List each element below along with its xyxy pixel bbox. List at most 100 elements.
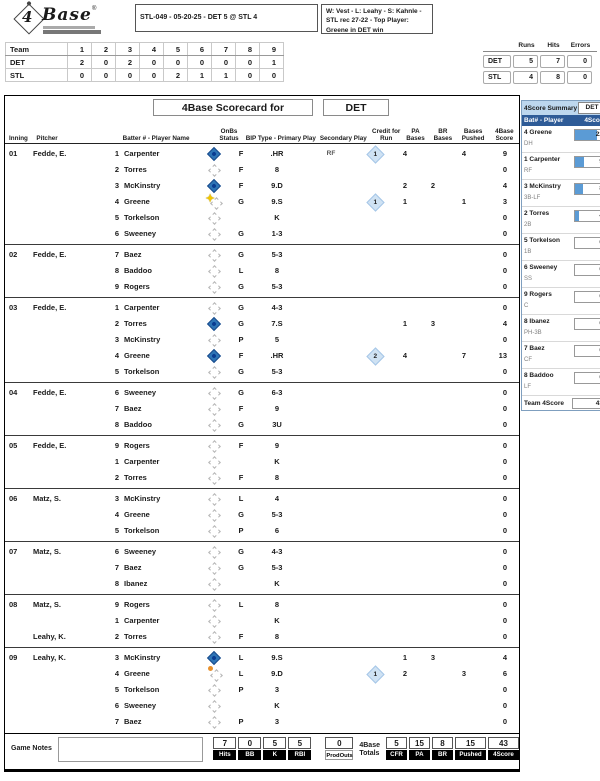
cell-4base-score: 0 [502,717,507,726]
cell-4base-score: 0 [502,335,507,344]
cell-onbs-status [197,146,231,162]
summary-player-name: 8 Ibanez [524,318,550,325]
cell-batter-number: 2 [114,473,119,482]
cell-pa-bases [391,454,419,470]
summary-score-box: 0 [574,237,600,249]
cell-bases-pushed [447,597,481,613]
cell-primary-play: 3U [272,420,282,429]
cell-inning [5,629,31,645]
cell-bip-type: G [238,319,244,328]
cell-br-bases [419,454,447,470]
game-notes-input[interactable] [57,737,204,762]
cell-pitcher: Fedde, E. [33,303,67,312]
credit-run-value: 1 [373,670,377,677]
cell-player-name: McKinstry [124,335,161,344]
cell-pa-bases [391,523,419,539]
cell-pitcher [31,523,105,539]
summary-score-box: 0 [574,291,600,303]
summary-rows: 4 Greene DH 22 1 Carpenter RF 9 3 McKinstry 3B-… [522,126,600,396]
scorecard-team-selector[interactable]: DET [323,99,389,116]
linescore-value: 2 [115,55,140,69]
summary-score-bar [575,211,579,221]
cell-4base-score: 4 [502,319,507,328]
summary-score-box: 4 [574,210,600,222]
onbase-star-icon: ✦ [205,192,223,210]
cell-primary-play: K [274,616,280,625]
cell-player-name: Torres [124,165,147,174]
cell-br-bases [419,629,447,645]
cell-bases-pushed [447,544,481,560]
inning-block: 04 Fedde, E. 6 Sweeney G 6-3 0 7 Baez F 9 0 8 Baddoo G… [5,383,519,436]
cell-player-name: Torres [124,632,147,641]
inning-block: 06 Matz, S. 3 McKinstry L 4 0 4 Greene G 5-3 0 5 Tork… [5,489,519,542]
cell-onbs-status [197,491,231,507]
cell-secondary-play [303,316,359,332]
cell-onbs-status [197,348,231,364]
cell-primary-play: 1-3 [271,229,283,238]
scorecard-title: 4Base Scorecard for [153,99,313,116]
cell-primary-play: 5-3 [271,510,283,519]
cell-player-name: Rogers [124,600,150,609]
cell-credit-for-run [359,491,391,507]
batter-row: 07 Matz, S. 6 Sweeney G 4-3 0 [5,544,519,560]
summary-player-position: C [524,303,529,309]
cell-onbs-status [197,210,231,226]
out-status-icon [207,248,221,262]
linescore-inning-header: 6 [187,42,212,56]
star-glyph-icon: ✦ [205,192,215,205]
cell-4base-score: 0 [502,579,507,588]
cell-onbs-status [197,650,231,666]
cell-pa-bases [391,332,419,348]
out-status-icon [207,386,221,400]
cell-bases-pushed [447,491,481,507]
cell-4base-score: 4 [502,653,507,662]
cell-batter-number: 6 [114,547,119,556]
cell-bases-pushed [447,470,481,486]
cell-batter-number: 1 [114,457,119,466]
out-status-icon [207,301,221,315]
linescore-team-header: Team [5,42,68,56]
cell-4base-score: 0 [502,526,507,535]
cell-bip-type: F [238,404,244,413]
summary-score-box: 22 [574,129,600,141]
cell-credit-for-run [359,682,391,698]
linescore-value: 0 [67,68,92,82]
cell-secondary-play [303,438,359,454]
linescore-value: 0 [139,68,164,82]
cell-pitcher [31,364,105,380]
logo-registered-mark: ® [92,6,97,12]
cell-inning [5,666,31,682]
cell-onbs-status [197,162,231,178]
inning-block: 03 Fedde, E. 1 Carpenter G 4-3 0 2 Torres G 7.S 1 3 4… [5,298,519,383]
onbase-scored-icon [206,316,222,332]
cell-credit-for-run: 1 [359,144,391,164]
cell-player-name: Greene [124,510,150,519]
summary-score-box: 8 [574,183,600,195]
batter-row: Leahy, K. 2 Torres F 8 0 [5,629,519,645]
summary-player-position: LF [524,384,532,390]
summary-player-row: 9 Rogers C 0 [522,288,600,315]
cell-player-name: Rogers [124,441,150,450]
cell-bip-type [231,576,251,592]
cell-bases-pushed [447,417,481,433]
cell-credit-for-run: 1 [359,192,391,212]
cell-bases-pushed [447,263,481,279]
cell-primary-play: 8 [274,473,280,482]
rhe-value: 5 [513,55,538,68]
cell-bases-pushed [447,210,481,226]
linescore-value: 0 [259,68,284,82]
cell-credit-for-run [359,417,391,433]
cell-bip-type: G [238,303,244,312]
cell-batter-number: 3 [114,653,119,662]
col-onbs-status: OnBs Status [219,127,239,142]
inning-block: 02 Fedde, E. 7 Baez G 5-3 0 8 Baddoo L 8 0 9 Rogers G 5… [5,245,519,298]
cell-credit-for-run [359,613,391,629]
cell-4base-score: 0 [502,388,507,397]
summary-team-selector[interactable]: DET [578,102,600,114]
cell-primary-play: K [274,457,280,466]
cell-pitcher [31,666,105,682]
cell-player-name: Sweeney [124,229,157,238]
cell-inning: 04 [9,388,18,397]
credit-run-value: 1 [373,150,377,157]
credit-run-badge: 1 [365,144,385,164]
